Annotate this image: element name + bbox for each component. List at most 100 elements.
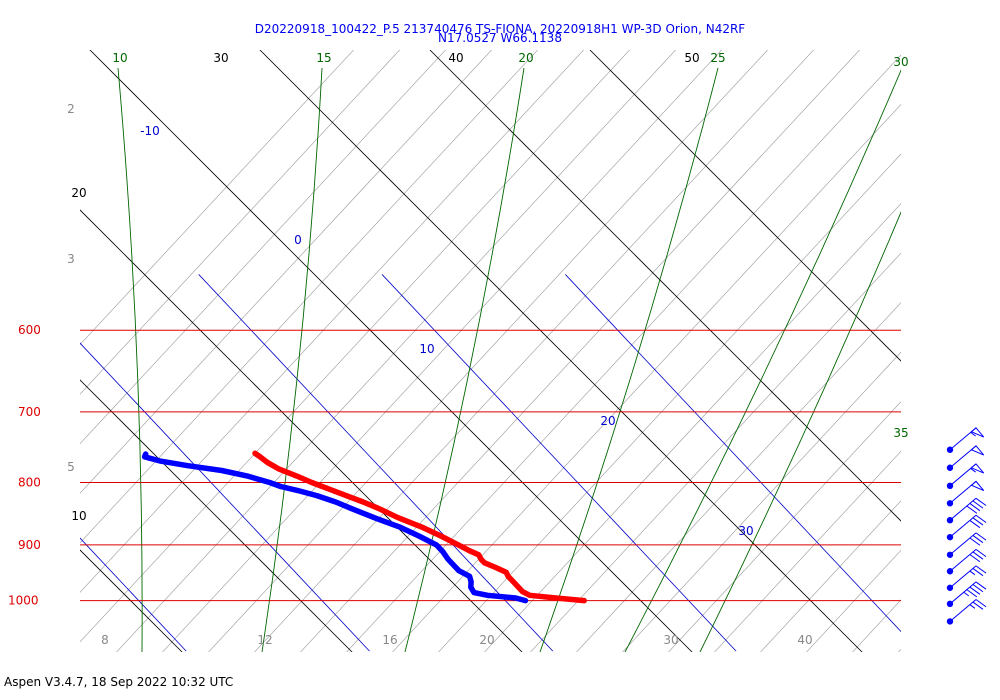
isotherm-label: 30 (738, 524, 753, 538)
wind-barb-pennant (970, 463, 985, 474)
wind-barb-feather (972, 500, 984, 509)
isotherm-line (198, 274, 554, 652)
wind-barb (946, 532, 987, 558)
moist-adiabat-line (946, 0, 1000, 700)
mixing-ratio-label: 30 (893, 55, 908, 69)
pressure-label: 1000 (8, 594, 39, 608)
isotherm-line (80, 342, 370, 652)
wind-barb-feather (972, 517, 984, 526)
wind-barb (946, 427, 985, 453)
mixing-ratio-line (261, 67, 323, 652)
wind-barb-feather (969, 554, 981, 563)
moist-adiabat-line (900, 0, 1000, 700)
footer-version: Aspen V3.4.7, 18 Sep 2022 10:32 UTC (4, 675, 234, 689)
wind-barb-staff (949, 497, 977, 521)
dry-adiabat-line (429, 50, 901, 522)
wind-barb-half-feather (969, 570, 976, 576)
wind-barb-half-feather (970, 468, 976, 473)
bottom-scale-label: 20 (479, 633, 494, 647)
bottom-scale-label: 16 (382, 633, 397, 647)
wind-barb-feather (975, 514, 987, 523)
moist-adiabat-line (622, 351, 901, 652)
bottom-scale-label: 8 (101, 633, 109, 647)
pressure-label: 700 (18, 405, 41, 419)
mixing-ratio-line (699, 211, 901, 652)
mixing-ratio-label: 15 (316, 51, 331, 65)
dry-adiabat-line (589, 50, 901, 362)
wind-barb-feather (975, 599, 987, 608)
moist-adiabat-line (898, 648, 901, 652)
pressure-label: 600 (18, 323, 41, 337)
isotherm-line (381, 274, 737, 652)
mixing-ratio-label: 20 (518, 51, 533, 65)
wind-barb-feather (969, 520, 981, 529)
mixing-ratio-line (539, 67, 719, 652)
bottom-scale-label: 30 (663, 633, 678, 647)
isotherm-label: 10 (419, 342, 434, 356)
moist-adiabat-line (576, 302, 901, 652)
wind-barb (946, 514, 987, 541)
wind-barb-staff (949, 581, 977, 605)
moist-adiabat-label: 3 (67, 252, 75, 266)
wind-barb-feather (975, 532, 987, 541)
dry-adiabat-label: 30 (213, 51, 228, 65)
isotherm-label: -10 (140, 124, 160, 138)
wind-barb-pennant (970, 480, 985, 492)
moist-adiabat-line (162, 50, 722, 652)
mixing-ratio-line (624, 69, 901, 652)
moist-adiabat-line (80, 50, 446, 445)
wind-barb-staff (949, 514, 977, 538)
dry-adiabat-line (80, 549, 183, 652)
dry-adiabat-label: 50 (684, 51, 699, 65)
isotherm-label: 0 (294, 233, 302, 247)
moist-adiabat-label: 2 (67, 102, 75, 116)
wind-barb-staff (949, 532, 977, 556)
wind-barb-feather (972, 601, 984, 610)
wind-barb (946, 581, 987, 608)
wind-barb-pennant (970, 445, 985, 456)
wind-barb (946, 445, 985, 471)
wind-barb-staff (949, 548, 977, 572)
moist-adiabat-line (484, 203, 901, 652)
wind-barb-feather (975, 581, 987, 590)
isotherm-line (565, 274, 901, 633)
bottom-scale-label: 40 (797, 633, 812, 647)
moist-adiabat-label: 5 (67, 460, 75, 474)
moist-adiabat-line (806, 549, 901, 652)
moist-adiabat-line (80, 50, 400, 395)
wind-barb-staff (949, 599, 977, 622)
wind-barb-feather (966, 505, 978, 514)
isotherm-line (0, 274, 3, 651)
dewpoint-profile (141, 451, 529, 604)
mixing-ratio-label: 10 (112, 51, 127, 65)
wind-barb (946, 548, 987, 575)
moist-adiabat-line (80, 50, 354, 346)
wind-barb (946, 463, 985, 490)
wind-barb (946, 599, 987, 625)
wind-barb-feather (972, 551, 984, 560)
wind-barb (946, 497, 987, 524)
temperature-profile (252, 450, 587, 604)
dry-adiabat-line (89, 50, 693, 652)
moist-adiabat-line (80, 50, 630, 643)
wind-barb-pennant (970, 427, 985, 438)
moist-adiabat-line (254, 50, 814, 652)
moist-adiabat-line (80, 50, 492, 494)
moist-adiabat-line (300, 50, 860, 652)
wind-barb-feather (969, 537, 981, 546)
moist-adiabat-line (668, 401, 901, 652)
pressure-label: 800 (18, 476, 41, 490)
isotherm-label: 20 (600, 414, 615, 428)
wind-barb (946, 480, 985, 507)
dry-adiabat-line (80, 379, 353, 652)
dry-adiabat-label: 10 (71, 509, 86, 523)
wind-barb-half-feather (970, 431, 976, 437)
wind-barb-half-feather (969, 604, 976, 609)
isotherm-line (80, 537, 187, 652)
mixing-ratio-line (404, 67, 525, 652)
dry-adiabat-line (259, 50, 863, 652)
wind-barb-feather (972, 584, 984, 593)
dry-adiabat-label: 40 (448, 51, 463, 65)
